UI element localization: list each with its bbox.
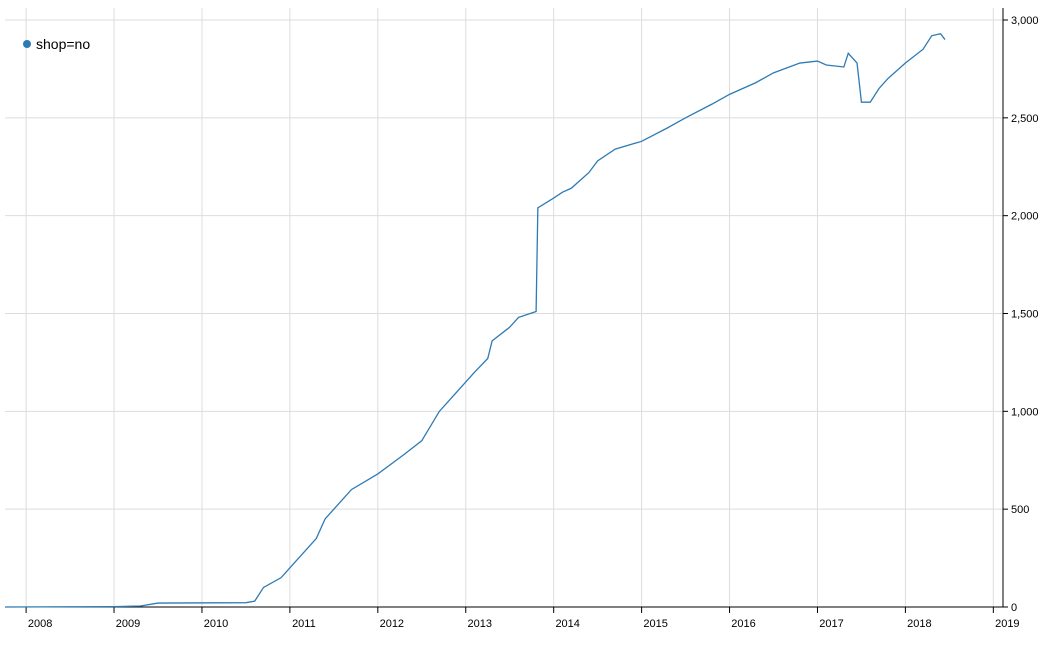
x-tick-label: 2019	[995, 618, 1019, 630]
y-tick-label: 0	[1011, 602, 1017, 614]
y-tick-label: 2,500	[1011, 113, 1039, 125]
y-tick-label: 3,000	[1011, 15, 1039, 27]
x-tick-label: 2011	[292, 618, 316, 630]
y-tick-label: 1,500	[1011, 309, 1039, 321]
x-tick-label: 2008	[28, 618, 52, 630]
legend-marker	[23, 40, 31, 48]
x-tick-label: 2013	[468, 618, 492, 630]
y-tick-label: 2,000	[1011, 211, 1039, 223]
x-tick-label: 2016	[731, 618, 755, 630]
x-tick-label: 2018	[907, 618, 931, 630]
x-tick-label: 2012	[380, 618, 404, 630]
x-tick-label: 2009	[116, 618, 140, 630]
legend-label: shop=no	[36, 36, 90, 52]
y-tick-label: 1,000	[1011, 406, 1039, 418]
series-line	[4, 32, 946, 608]
x-tick-label: 2015	[643, 618, 667, 630]
x-tick-label: 2017	[819, 618, 843, 630]
x-tick-label: 2010	[204, 618, 228, 630]
x-tick-label: 2014	[555, 618, 579, 630]
y-tick-label: 500	[1011, 504, 1029, 516]
